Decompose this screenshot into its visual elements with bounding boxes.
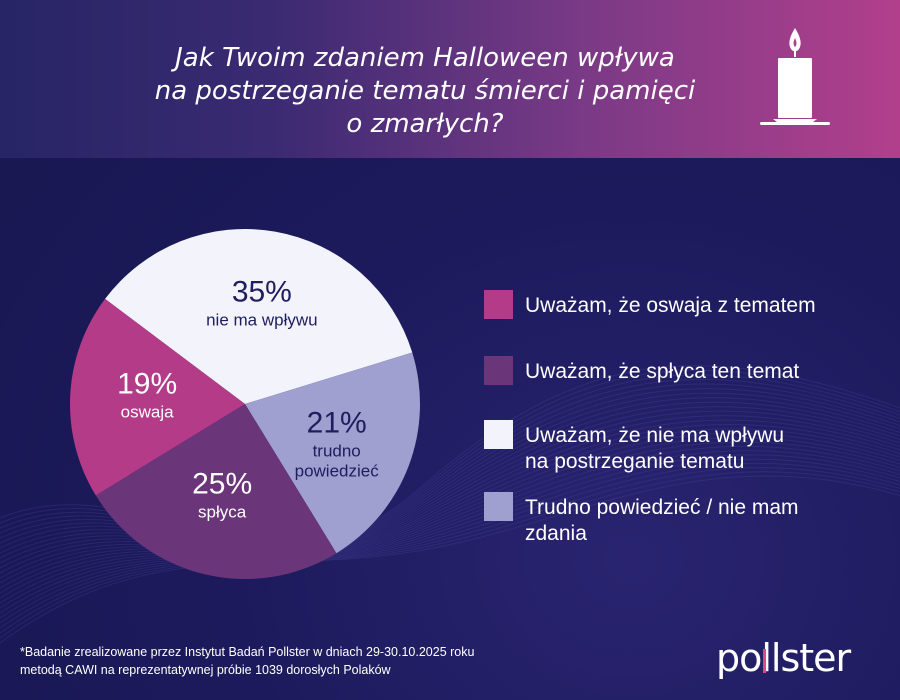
legend-swatch [484,420,513,449]
candle-icon [760,28,830,125]
wave-line [0,475,900,644]
slice-percent-label: 25% [192,467,252,500]
wave-line [0,415,900,574]
legend-swatch [484,290,513,319]
legend-swatch [484,356,513,385]
wave-line [0,428,900,589]
legend-label: Trudno powiedzieć / nie mam zdania [525,496,799,545]
wave-line [0,437,900,599]
wave-line [0,432,900,594]
wave-line [0,441,900,604]
slice-percent-label: 19% [117,367,177,400]
wave-line [0,450,900,614]
wave-line [0,424,900,584]
wave-line [0,462,900,629]
logo-mark-icon [763,649,766,673]
legend-swatch [484,492,513,521]
pollster-logo: pollster [716,636,851,680]
pie-slice [95,404,337,579]
slice-category-label: powiedzieć [295,462,380,481]
header-banner: Jak Twoim zdaniem Halloween wpływa na po… [0,0,900,158]
wave-line [0,458,900,624]
pie-slice [105,229,413,404]
legend-label: Uważam, że nie ma wpływu na postrzeganie… [525,424,785,473]
wave-line [0,454,900,619]
logo-text: pollster [716,636,851,680]
wave-line [0,445,900,609]
slice-category-label: oswaja [121,402,174,421]
legend-item: Uważam, że oswaja z tematem [484,290,816,319]
slice-category-label: spłyca [198,502,247,521]
slice-percent-label: 21% [307,407,367,440]
slice-category-label: nie ma wpływu [206,310,318,329]
survey-footnote: *Badanie zrealizowane przez Instytut Bad… [20,645,475,677]
legend-item: Trudno powiedzieć / nie mam zdania [484,492,799,547]
legend-label: Uważam, że spłyca ten temat [525,360,800,383]
wave-line [0,467,900,634]
page-title: Jak Twoim zdaniem Halloween wpływa na po… [154,43,696,139]
wave-line [0,471,900,639]
pie-slice [70,298,245,496]
legend-label: Uważam, że oswaja z tematem [525,294,816,317]
wave-line [0,419,900,579]
legend-item: Uważam, że spłyca ten temat [484,356,799,385]
legend-item: Uważam, że nie ma wpływu na postrzeganie… [484,420,784,475]
slice-category-label: trudno [313,442,361,461]
slice-percent-label: 35% [232,275,292,308]
pie-slice [245,352,420,554]
